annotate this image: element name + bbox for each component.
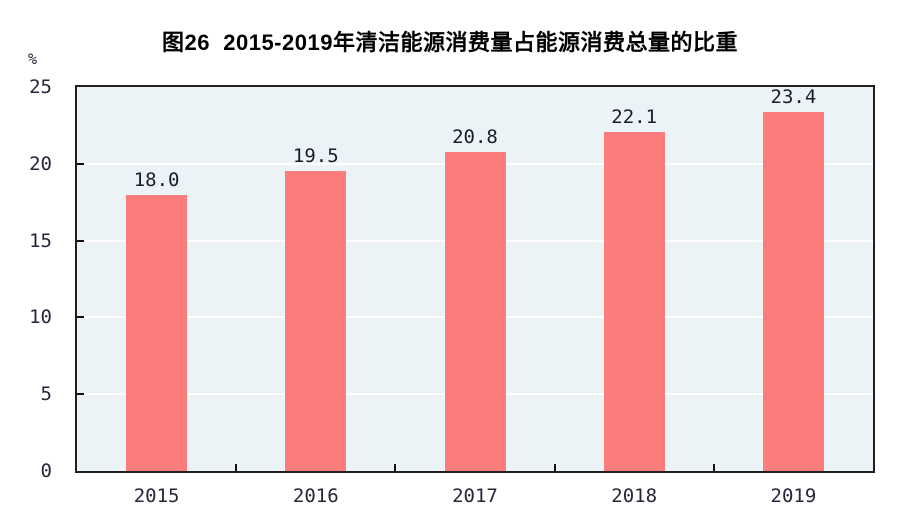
plot-area: 18.0 19.5 20.8 22.1 23.4 xyxy=(75,85,875,473)
x-axis-label-2018: 2018 xyxy=(611,485,658,507)
y-axis-label-0: 0 xyxy=(40,460,52,482)
chart-title: 图26 2015-2019年清洁能源消费量占能源消费总量的比重 xyxy=(162,30,738,55)
bar-value-label-2016: 19.5 xyxy=(292,145,339,168)
y-axis-label-10: 10 xyxy=(29,306,52,329)
x-tick-mark-1 xyxy=(235,464,238,471)
x-axis-label-2019: 2019 xyxy=(770,485,817,507)
y-axis-label-15: 15 xyxy=(29,229,52,252)
bar-2016 xyxy=(285,171,347,471)
x-axis-label-2017: 2017 xyxy=(452,485,498,507)
x-axis-label-2015: 2015 xyxy=(133,485,180,507)
bar-2018 xyxy=(603,131,665,471)
x-tick-mark-4 xyxy=(712,464,715,471)
y-axis-label-20: 20 xyxy=(29,152,52,175)
x-tick-mark-2 xyxy=(394,464,397,471)
bar-value-label-2018: 22.1 xyxy=(611,105,658,128)
y-axis-label-5: 5 xyxy=(40,383,52,406)
bar-value-label-2019: 23.4 xyxy=(770,85,817,108)
y-axis-label-25: 25 xyxy=(29,76,52,98)
y-tick-mark-15 xyxy=(77,239,84,242)
y-axis-unit-label: % xyxy=(28,50,38,68)
bar-2015 xyxy=(126,194,188,471)
bar-value-label-2017: 20.8 xyxy=(452,125,498,148)
bar-2019 xyxy=(762,111,824,471)
x-tick-mark-3 xyxy=(553,464,556,471)
y-tick-mark-10 xyxy=(77,316,84,319)
y-tick-mark-5 xyxy=(77,393,84,396)
y-tick-mark-20 xyxy=(77,162,84,165)
bar-2017 xyxy=(444,151,506,471)
bar-value-label-2015: 18.0 xyxy=(133,168,180,191)
x-axis-label-2016: 2016 xyxy=(292,485,339,507)
